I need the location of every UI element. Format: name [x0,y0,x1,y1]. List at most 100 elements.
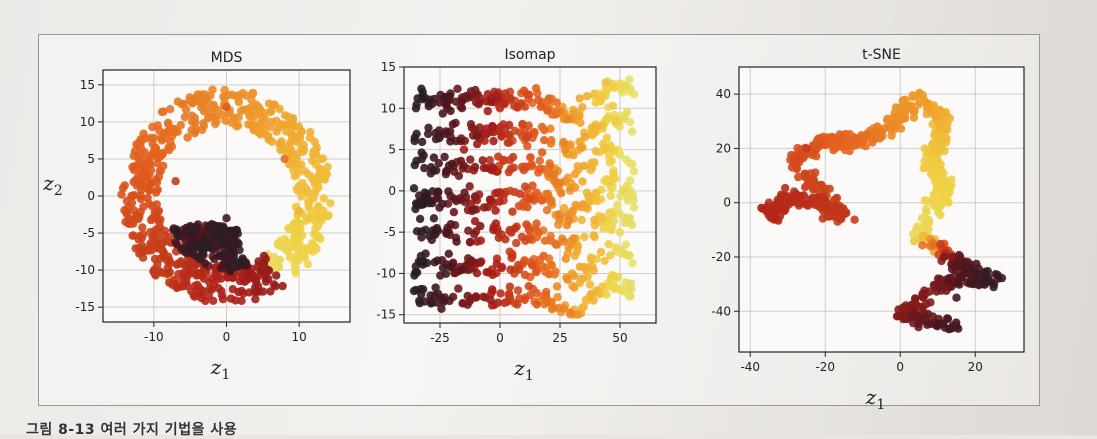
scatter-point [420,163,429,173]
scatter-point [248,88,257,98]
scatter-point [231,296,240,305]
scatter-point [417,148,426,157]
scatter-point [451,97,461,106]
scatter-point [436,90,445,100]
scatter-point [425,231,434,241]
scatter-point [577,215,586,225]
scatter-point [492,259,501,269]
scatter-point [585,280,595,289]
y-tick-label: -15 [75,300,95,314]
scatter-point [456,156,466,166]
scatter-point [429,153,439,162]
scatter-point [569,150,578,160]
scatter-point [444,249,453,258]
scatter-point [275,255,285,265]
scatter-point [410,271,419,280]
scatter-point [608,101,618,111]
scatter-point [476,221,485,231]
scatter-point [129,165,139,175]
scatter-point [613,200,622,210]
scatter-point [510,224,520,233]
scatter-point [488,286,497,296]
scatter-point [618,186,628,195]
scatter-point [540,236,550,245]
scatter-point [438,109,447,118]
scatter-point [188,228,197,237]
scatter-point [420,188,429,197]
scatter-point [489,225,498,235]
scatter-point [272,271,281,280]
scatter-point [326,199,335,208]
scatter-point [542,298,552,307]
scatter-point [494,233,503,242]
scatter-point [439,297,448,307]
scatter-point [918,231,927,241]
scatter-point [554,303,563,313]
scatter-point [989,279,999,289]
scatter-point [253,282,263,291]
scatter-point [922,208,931,217]
scatter-point [611,116,621,126]
scatter-point [280,235,289,244]
x-tick-label: 10 [292,330,307,344]
scatter-point [590,216,599,225]
scatter-point [460,188,469,197]
scatter-point [825,184,834,193]
scatter-point [421,225,430,234]
x-tick-label: -20 [815,360,835,374]
scatter-point [871,126,881,136]
scatter-points [117,85,335,306]
scatter-point [415,214,425,224]
scatter-point [457,265,466,275]
scatter-point [918,289,927,298]
scatter-point [930,109,940,118]
scatter-point [183,133,192,142]
scatter-point [146,215,156,225]
scatter-point [842,208,851,218]
y-tick-label: -40 [711,304,731,318]
scatter-point [454,284,463,293]
scatter-point [128,191,137,201]
scatter-point [485,195,495,204]
scatter-point [528,261,537,270]
scatter-point [500,99,509,109]
scatter-point [416,258,425,267]
scatter-point [452,237,461,246]
scatter-point [437,304,446,313]
x-tick-label: 50 [612,331,627,345]
scatter-point [622,155,631,164]
scatter-point [441,269,451,278]
scatter-point [300,166,309,176]
scatter-point [466,120,476,129]
scatter-point [780,191,789,201]
scatter-point [781,183,790,193]
scatter-point [274,262,284,271]
scatter-point [457,104,467,113]
scatter-point [445,92,455,101]
scatter-point [611,243,620,252]
scatter-point [522,133,531,142]
axes-frame [738,66,1025,353]
scatter-point [606,273,616,283]
scatter-point [579,161,589,171]
scatter-point [442,229,451,238]
scatter-point [943,314,953,323]
scatter-point [155,126,164,135]
chart-title: t-SNE [862,47,901,63]
scatter-point [606,191,615,200]
scatter-point [928,240,938,249]
scatter-point [203,243,212,252]
figure-caption: 그림 8-13 여러 가지 기법을 사용 [26,422,238,438]
scatter-point [319,194,328,203]
scatter-point [431,283,440,292]
scatter-point [578,203,587,212]
scatter-point [918,241,927,250]
scatter-point [800,169,809,179]
scatter-point [294,206,304,215]
scatter-point [604,112,613,121]
scatter-point [505,156,515,165]
x-tick-label: -10 [144,330,164,344]
scatter-point [757,204,767,213]
